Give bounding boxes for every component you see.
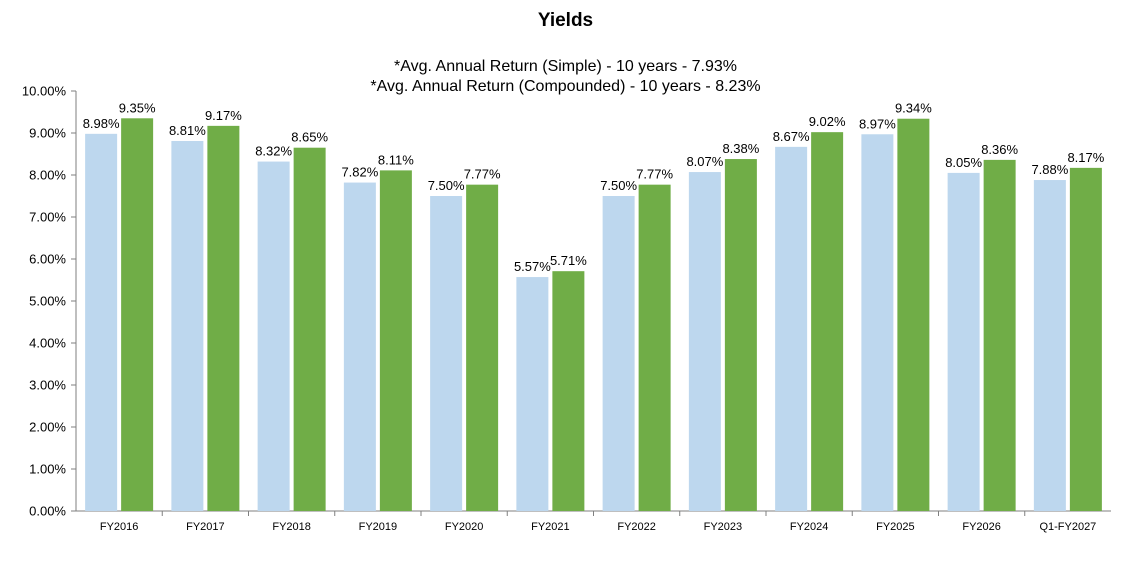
y-tick-label: 10.00% [22, 84, 67, 99]
bar [430, 196, 463, 511]
data-label: 7.77% [636, 167, 673, 182]
x-category-label: FY2024 [790, 521, 829, 533]
y-tick-label: 9.00% [29, 126, 66, 141]
data-label: 8.67% [773, 129, 810, 144]
bar [897, 118, 930, 511]
data-label: 8.11% [378, 152, 414, 167]
chart-subtitle-simple: *Avg. Annual Return (Simple) - 10 years … [394, 58, 737, 75]
data-label: 7.50% [428, 178, 465, 193]
x-category-label: FY2025 [876, 521, 915, 533]
y-tick-label: 5.00% [29, 294, 66, 309]
bar [207, 125, 240, 512]
data-label: 8.38% [722, 141, 759, 156]
data-label: 8.65% [291, 130, 328, 145]
x-category-label: FY2018 [272, 521, 311, 533]
bar [638, 184, 671, 511]
bar [257, 161, 290, 511]
data-label: 8.17% [1067, 150, 1104, 165]
x-category-label: FY2020 [445, 521, 484, 533]
y-tick-label: 3.00% [29, 378, 66, 393]
bar [861, 134, 894, 511]
bar [688, 172, 721, 511]
y-tick-label: 2.00% [29, 420, 66, 435]
data-label: 7.88% [1031, 162, 1068, 177]
bar [343, 182, 376, 511]
bar [1069, 167, 1102, 512]
bar [602, 196, 635, 511]
bar [516, 277, 549, 511]
bar [983, 159, 1016, 511]
data-label: 8.81% [169, 123, 206, 138]
data-label: 8.32% [255, 144, 292, 159]
y-tick-label: 7.00% [29, 210, 66, 225]
y-tick-label: 1.00% [29, 462, 66, 477]
data-label: 9.02% [809, 114, 846, 129]
data-label: 9.34% [895, 101, 932, 116]
chart-title: Yields [537, 10, 594, 31]
data-label: 9.17% [205, 108, 242, 123]
bar [1033, 180, 1066, 512]
chart-subtitle-compounded: *Avg. Annual Return (Compounded) - 10 ye… [370, 78, 761, 95]
x-category-label: FY2017 [186, 521, 225, 533]
bar [466, 184, 499, 511]
data-label: 7.50% [600, 178, 637, 193]
x-category-label: FY2022 [617, 521, 656, 533]
bar [947, 172, 980, 511]
x-category-label: FY2016 [100, 521, 139, 533]
y-tick-label: 8.00% [29, 168, 66, 183]
data-label: 5.71% [550, 253, 587, 268]
data-label: 8.36% [981, 142, 1018, 157]
data-label: 9.35% [119, 100, 156, 115]
axes: 0.00% 1.00% 2.00% 3.00% 4.00% 5.00% 6.00% 7.00%… [22, 84, 1111, 519]
bar [293, 147, 326, 511]
bar [171, 140, 204, 512]
data-label: 8.05% [945, 155, 982, 170]
data-label: 7.82% [341, 165, 378, 180]
x-category-label: FY2019 [359, 521, 398, 533]
bar [379, 170, 412, 511]
x-category-label: Q1-FY2027 [1039, 521, 1096, 533]
bar [811, 132, 844, 511]
x-category-label: FY2021 [531, 521, 570, 533]
y-tick-label: 6.00% [29, 252, 66, 267]
data-label: 8.97% [859, 116, 896, 131]
data-label: 5.57% [514, 259, 551, 274]
bar [724, 159, 757, 512]
y-tick-label: 0.00% [29, 504, 66, 519]
bar [121, 118, 154, 512]
x-category-label: FY2026 [962, 521, 1001, 533]
bar [85, 133, 118, 511]
data-label: 8.98% [83, 116, 120, 131]
data-label: 8.07% [686, 154, 723, 169]
x-category-label: FY2023 [704, 521, 743, 533]
bars [85, 118, 1102, 512]
data-label: 7.77% [464, 167, 501, 182]
labels: FY2016 8.98%9.35% FY2017 8.81%9.17% FY2018 8.… [83, 100, 1105, 533]
bar [552, 271, 585, 511]
bar [775, 146, 808, 512]
y-tick-label: 4.00% [29, 336, 66, 351]
